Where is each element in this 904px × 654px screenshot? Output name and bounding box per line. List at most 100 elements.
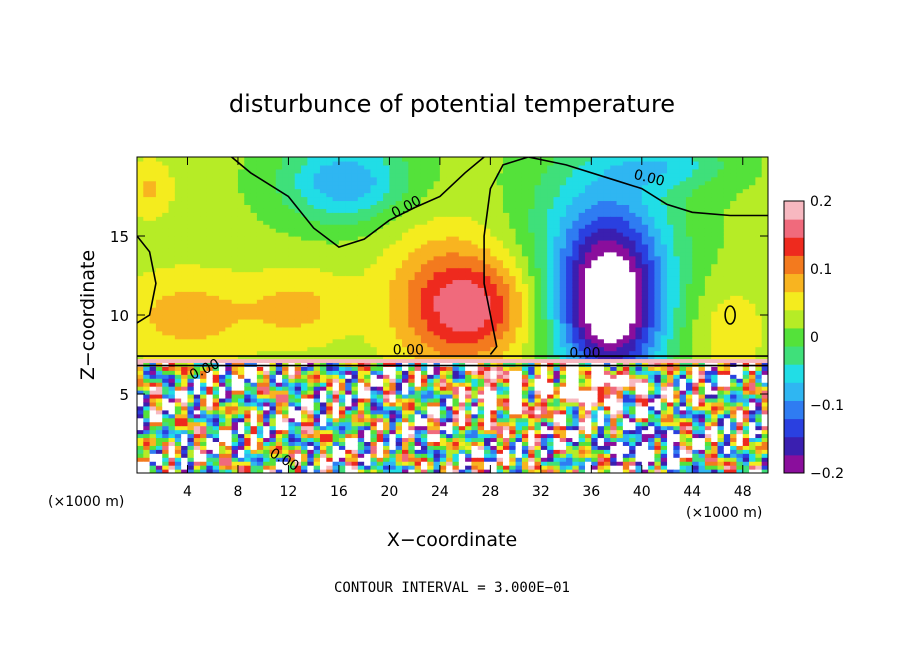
field-cell	[200, 382, 208, 387]
field-cell	[515, 239, 523, 245]
field-cell	[250, 449, 258, 454]
field-cell	[477, 216, 485, 221]
field-cell	[452, 303, 460, 308]
field-cell	[439, 295, 447, 300]
field-cell	[452, 390, 460, 395]
field-cell	[427, 465, 435, 470]
field-cell	[256, 315, 264, 320]
field-cell	[420, 164, 428, 170]
field-cell	[414, 350, 422, 356]
field-cell	[181, 247, 189, 253]
field-cell	[395, 449, 403, 454]
field-cell	[162, 445, 170, 450]
field-cell	[137, 216, 144, 221]
field-cell	[496, 315, 504, 320]
field-cell	[193, 461, 201, 466]
field-cell	[427, 401, 435, 407]
field-cell	[313, 295, 321, 300]
field-cell	[395, 326, 403, 332]
field-cell	[521, 342, 529, 348]
field-cell	[219, 164, 226, 170]
field-cell	[433, 457, 441, 462]
field-cell	[332, 184, 340, 190]
field-cell	[389, 397, 397, 403]
field-cell	[357, 172, 365, 178]
field-cell	[212, 228, 220, 233]
field-cell	[137, 259, 144, 265]
field-cell	[490, 374, 498, 379]
field-cell	[168, 437, 176, 442]
field-cell	[439, 326, 447, 332]
field-cell	[420, 243, 428, 249]
field-cell	[162, 382, 170, 387]
field-cell	[193, 469, 201, 473]
field-cell	[414, 287, 422, 292]
field-cell	[288, 267, 296, 273]
field-cell	[345, 303, 353, 308]
field-cell	[275, 409, 283, 415]
field-cell	[465, 421, 473, 427]
field-cell	[364, 271, 372, 277]
field-cell	[149, 307, 157, 312]
field-cell	[225, 453, 233, 458]
field-cell	[143, 236, 151, 241]
field-cell	[477, 168, 485, 174]
field-cell	[174, 271, 182, 277]
field-cell	[319, 334, 327, 340]
field-cell	[484, 243, 491, 249]
field-cell	[332, 318, 340, 324]
field-cell	[301, 220, 308, 225]
field-cell	[427, 243, 435, 249]
field-cell	[137, 334, 144, 340]
field-cell	[326, 378, 334, 383]
field-cell	[364, 184, 372, 190]
field-cell	[496, 259, 504, 265]
field-cell	[402, 212, 409, 217]
field-cell	[187, 263, 195, 269]
field-cell	[433, 413, 441, 419]
field-cell	[307, 267, 315, 273]
field-cell	[225, 180, 233, 186]
field-cell	[345, 157, 353, 162]
field-cell	[370, 184, 378, 190]
field-cell	[414, 370, 422, 375]
field-cell	[193, 299, 201, 304]
field-cell	[338, 358, 346, 363]
field-cell	[389, 382, 397, 387]
field-cell	[420, 204, 428, 209]
field-cell	[458, 184, 466, 190]
field-cell	[502, 318, 510, 324]
field-cell	[313, 315, 321, 320]
field-cell	[509, 247, 517, 253]
field-cell	[200, 413, 208, 419]
field-cell	[357, 279, 365, 284]
field-cell	[345, 291, 353, 296]
field-cell	[206, 386, 214, 391]
field-cell	[237, 465, 245, 470]
field-cell	[288, 318, 296, 324]
field-cell	[225, 232, 233, 237]
field-cell	[155, 326, 163, 332]
field-cell	[490, 390, 498, 395]
field-cell	[162, 291, 170, 296]
field-cell	[490, 397, 498, 403]
field-cell	[237, 457, 245, 462]
field-cell	[515, 204, 523, 209]
field-cell	[155, 291, 163, 296]
field-cell	[452, 172, 460, 178]
field-cell	[231, 315, 239, 320]
field-cell	[458, 457, 466, 462]
field-cell	[256, 413, 264, 419]
field-cell	[137, 437, 144, 442]
field-cell	[294, 346, 302, 352]
field-cell	[420, 457, 428, 462]
field-cell	[458, 358, 466, 363]
field-cell	[496, 232, 504, 237]
field-cell	[237, 330, 245, 336]
field-cell	[212, 318, 220, 324]
field-cell	[433, 417, 441, 423]
field-cell	[477, 330, 485, 336]
field-cell	[439, 212, 447, 217]
field-cell	[332, 180, 340, 186]
field-cell	[439, 386, 447, 391]
